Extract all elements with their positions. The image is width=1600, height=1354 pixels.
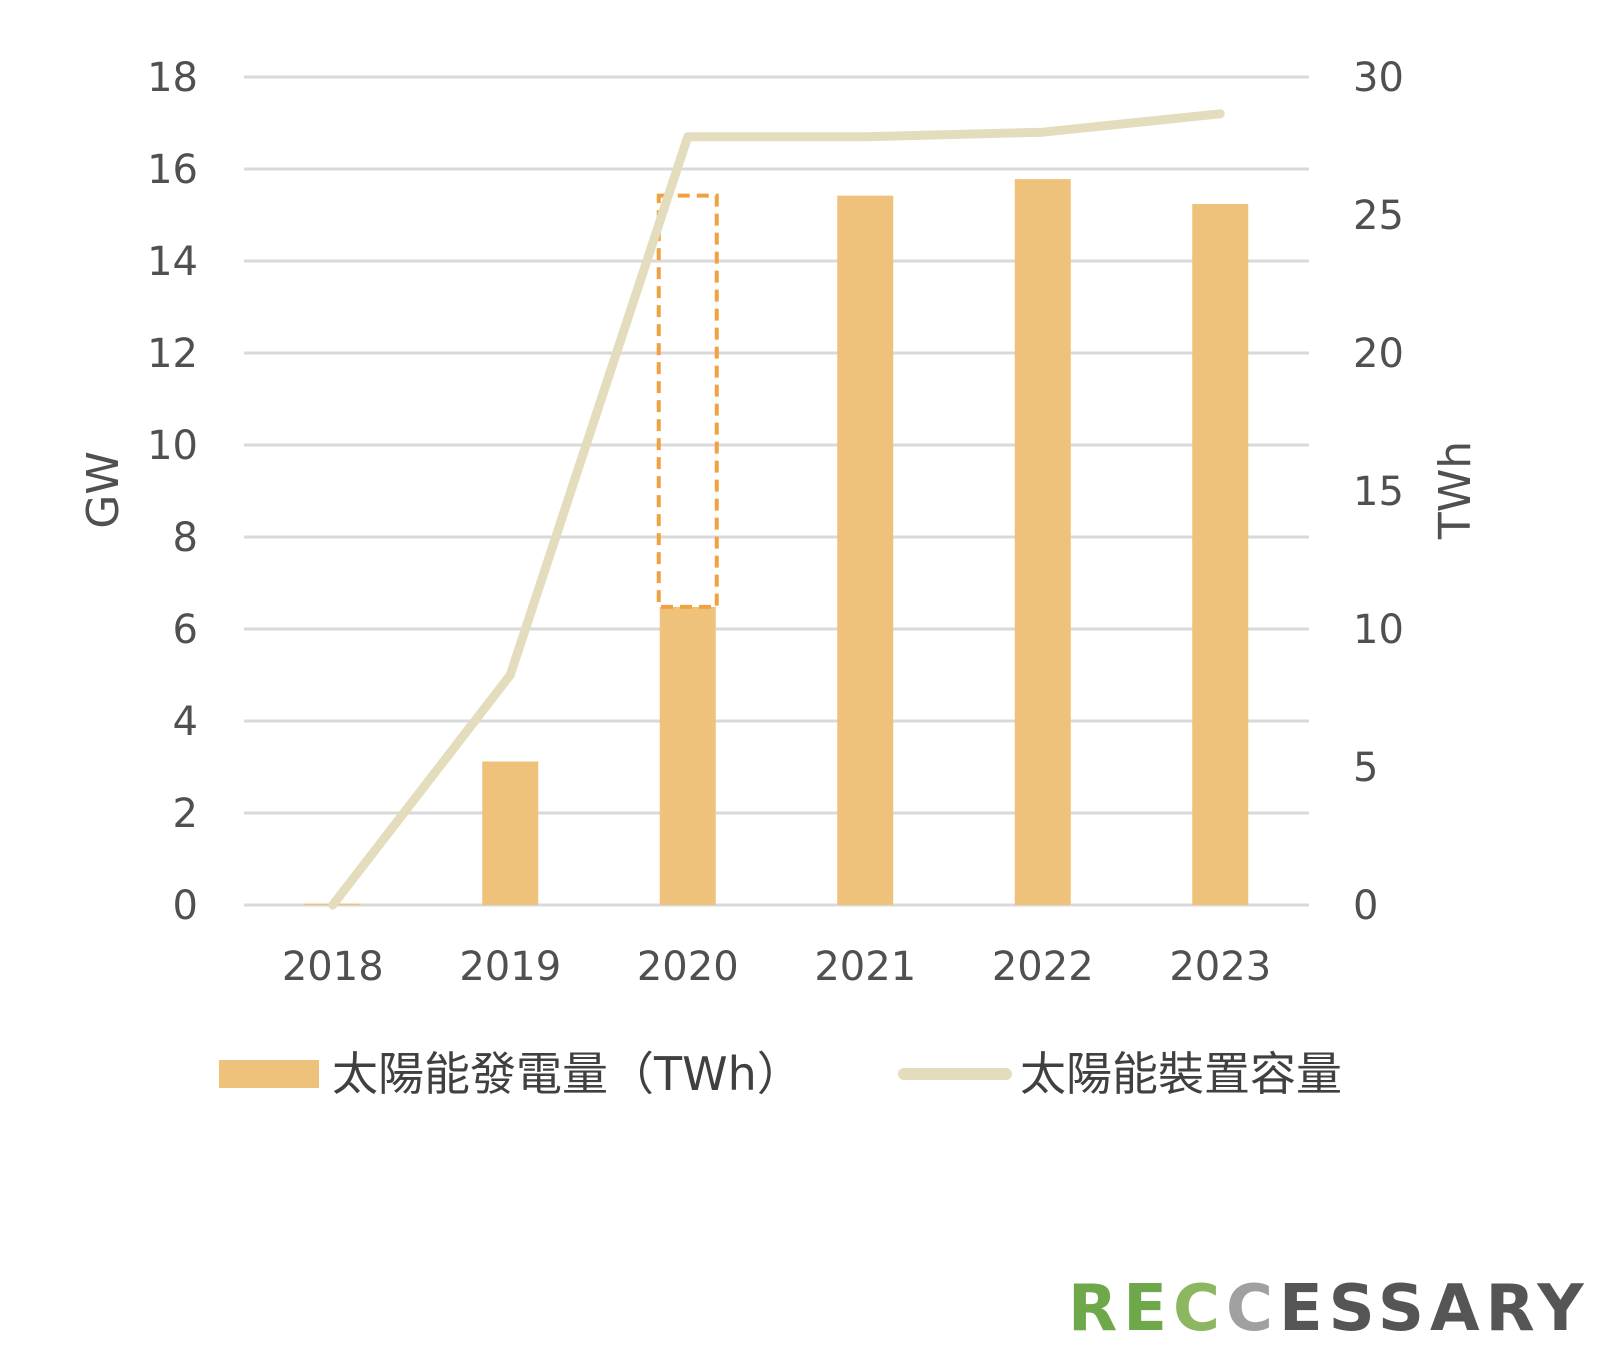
bar bbox=[837, 195, 894, 905]
x-tick-label: 2021 bbox=[814, 944, 916, 990]
legend-bar-label: 太陽能發電量（TWh） bbox=[332, 1047, 803, 1101]
right-tick-label: 15 bbox=[1353, 469, 1404, 515]
x-tick-label: 2022 bbox=[992, 944, 1094, 990]
svg-text:RECCESSARY: RECCESSARY bbox=[1068, 1272, 1588, 1340]
left-tick-label: 2 bbox=[173, 791, 198, 837]
right-tick-label: 0 bbox=[1353, 883, 1378, 929]
legend-line-label: 太陽能裝置容量 bbox=[1020, 1047, 1342, 1101]
right-tick-label: 25 bbox=[1353, 193, 1404, 239]
right-axis-ticks: 0 5 10 15 20 25 30 bbox=[1353, 55, 1404, 929]
right-tick-label: 20 bbox=[1353, 331, 1404, 377]
legend-bar-swatch bbox=[219, 1060, 319, 1088]
grid-lines bbox=[244, 75, 1309, 907]
x-tick-label: 2019 bbox=[459, 944, 561, 990]
right-axis-title: TWh bbox=[1430, 441, 1481, 540]
x-tick-label: 2020 bbox=[637, 944, 739, 990]
x-axis-ticks: 2018 2019 2020 2021 2022 2023 bbox=[282, 944, 1271, 990]
left-tick-label: 18 bbox=[147, 55, 198, 101]
left-tick-label: 8 bbox=[173, 515, 198, 561]
left-axis-title: GW bbox=[78, 451, 129, 529]
line-series bbox=[328, 109, 1225, 910]
reccessary-logo: RECCESSARY bbox=[1068, 1272, 1588, 1340]
left-tick-label: 10 bbox=[147, 423, 198, 469]
bar bbox=[659, 606, 716, 905]
left-tick-label: 4 bbox=[173, 699, 198, 745]
right-tick-label: 30 bbox=[1353, 55, 1404, 101]
x-tick-label: 2018 bbox=[282, 944, 384, 990]
left-tick-label: 14 bbox=[147, 239, 198, 285]
bar-series bbox=[304, 179, 1249, 906]
x-tick-label: 2023 bbox=[1169, 944, 1271, 990]
left-tick-label: 6 bbox=[173, 607, 198, 653]
right-tick-label: 5 bbox=[1353, 745, 1378, 791]
right-tick-label: 10 bbox=[1353, 607, 1404, 653]
left-tick-label: 16 bbox=[147, 147, 198, 193]
highlight-box bbox=[656, 193, 719, 609]
highlight-rect bbox=[656, 193, 719, 609]
bar bbox=[1014, 179, 1071, 905]
capacity-line bbox=[328, 109, 1225, 910]
left-axis-ticks: 0 2 4 6 8 10 12 14 16 18 bbox=[147, 55, 198, 929]
legend: 太陽能發電量（TWh） 太陽能裝置容量 bbox=[219, 1047, 1342, 1101]
left-tick-label: 12 bbox=[147, 331, 198, 377]
bar bbox=[482, 761, 539, 905]
left-tick-label: 0 bbox=[173, 883, 198, 929]
bar bbox=[1192, 203, 1249, 905]
